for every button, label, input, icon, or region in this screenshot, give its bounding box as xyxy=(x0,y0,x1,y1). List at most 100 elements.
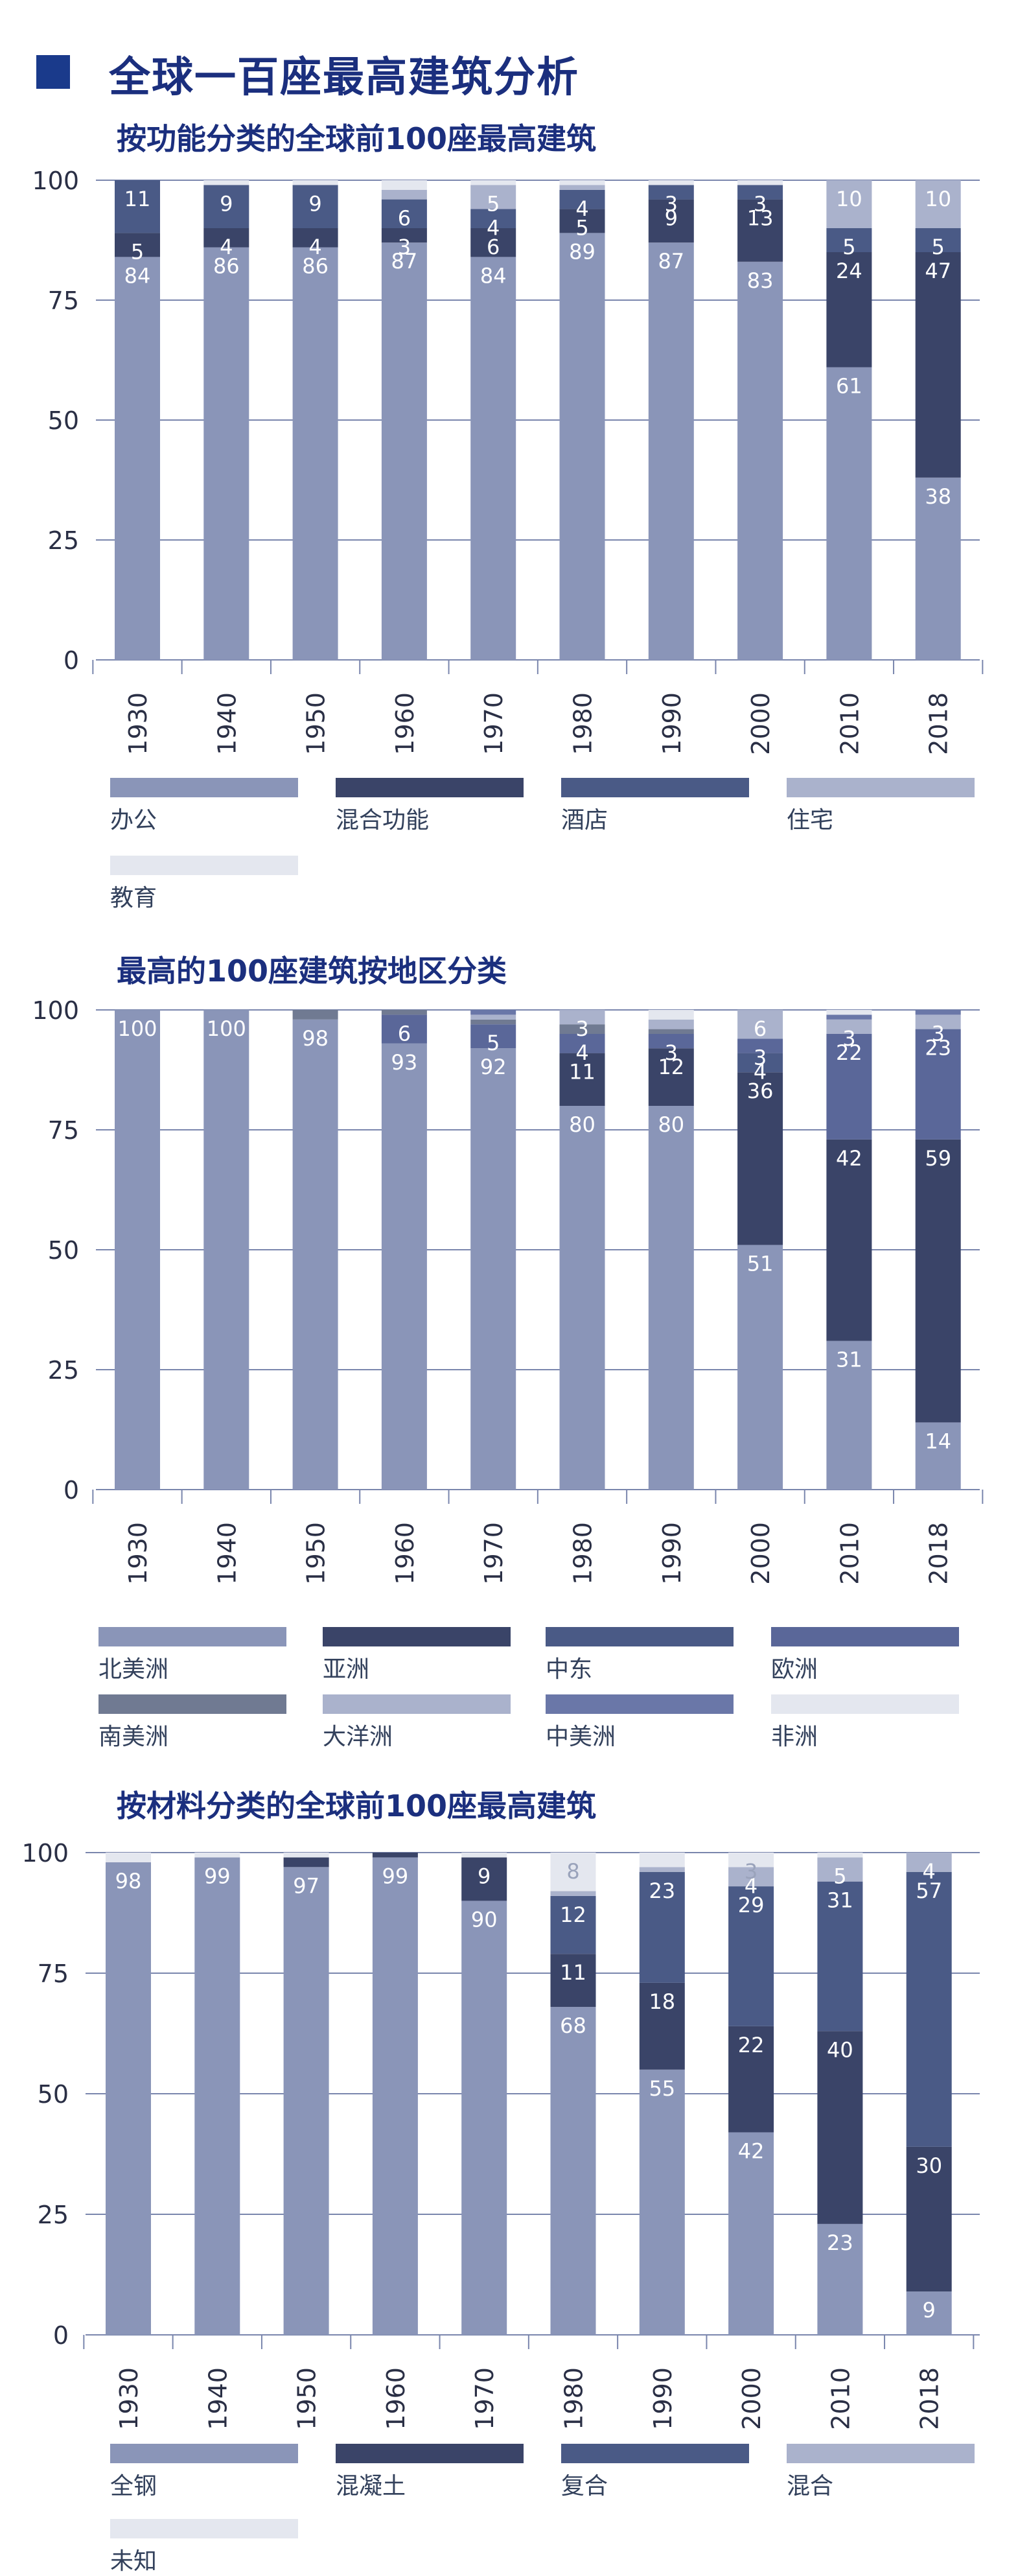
bar-segment xyxy=(292,1010,338,1020)
data-label: 3 xyxy=(932,1021,945,1046)
y-tick-label: 100 xyxy=(32,996,79,1025)
data-label: 11 xyxy=(560,1960,586,1985)
bar-segment xyxy=(115,180,160,233)
bar-segment xyxy=(648,1048,694,1106)
x-tick-label: 1960 xyxy=(391,1522,419,1585)
x-tick-label: 1940 xyxy=(213,692,241,755)
chart-title: 按功能分类的全球前100座最高建筑 xyxy=(117,121,597,156)
data-label: 90 xyxy=(471,1907,498,1932)
data-label: 4 xyxy=(754,1060,767,1084)
bar-segment xyxy=(826,1014,872,1020)
bar-segment xyxy=(283,1857,329,1868)
bar-segment xyxy=(550,1954,596,2008)
x-tick-label: 1980 xyxy=(569,1522,597,1585)
bar-segment xyxy=(639,2069,685,2335)
bar-segment xyxy=(737,1038,783,1053)
bar-segment xyxy=(737,1010,783,1039)
bar-segment xyxy=(826,252,872,368)
bar-segment xyxy=(559,209,605,233)
data-label: 12 xyxy=(560,1903,586,1927)
y-tick-label: 50 xyxy=(48,1236,79,1265)
bar-segment xyxy=(470,1014,516,1020)
bar-segment xyxy=(203,228,249,248)
legend-swatch xyxy=(546,1694,734,1714)
data-label: 4 xyxy=(487,215,500,240)
data-label: 23 xyxy=(649,1879,675,1903)
bar-segment xyxy=(728,1867,774,1887)
legend-label: 非洲 xyxy=(771,1724,818,1750)
data-label: 40 xyxy=(827,2037,853,2062)
bar-segment xyxy=(381,1014,427,1044)
legend-swatch xyxy=(323,1627,511,1646)
bar-segment xyxy=(203,247,249,661)
bar-segment xyxy=(648,199,694,243)
data-label: 80 xyxy=(569,1112,595,1137)
chart-svg: 0255075100100193010019409819509361960925… xyxy=(32,996,984,1585)
bar-segment xyxy=(203,1010,249,1490)
y-tick-label: 75 xyxy=(48,287,79,315)
bar-segment xyxy=(728,2026,774,2133)
data-label: 9 xyxy=(478,1864,491,1888)
legend-label: 中美洲 xyxy=(546,1724,616,1750)
data-label: 51 xyxy=(747,1252,774,1276)
bar-segment xyxy=(737,1053,783,1073)
x-tick-label: 1930 xyxy=(115,2367,143,2430)
x-tick-label: 1960 xyxy=(391,692,419,755)
bar-segment xyxy=(817,1853,863,1858)
bar-segment xyxy=(283,1867,329,2335)
data-label: 31 xyxy=(836,1348,862,1372)
bar-segment xyxy=(728,1886,774,2026)
bar-segment xyxy=(906,1853,952,1872)
y-tick-label: 0 xyxy=(53,2321,69,2350)
legend-swatch xyxy=(336,778,524,797)
bar-segment xyxy=(292,228,338,248)
bar-segment xyxy=(915,228,961,252)
data-label: 8 xyxy=(566,1859,579,1884)
bar-segment xyxy=(648,1010,694,1020)
x-tick-label: 1930 xyxy=(124,692,152,755)
bar-segment xyxy=(115,233,160,257)
data-label: 84 xyxy=(124,263,151,288)
legend-label: 混合 xyxy=(787,2473,834,2500)
data-label: 4 xyxy=(308,235,321,259)
legend-label: 混凝土 xyxy=(336,2473,406,2500)
bar-segment xyxy=(915,1010,961,1015)
bar-segment xyxy=(915,477,961,660)
bar-segment xyxy=(381,180,427,190)
data-label: 9 xyxy=(308,191,321,216)
legend-label: 酒店 xyxy=(561,807,608,834)
bar-segment xyxy=(826,1139,872,1341)
legend-swatch xyxy=(98,1694,286,1714)
bar-segment xyxy=(728,2132,774,2335)
bar-segment xyxy=(203,180,249,185)
bar-segment xyxy=(737,180,783,185)
data-label: 5 xyxy=(131,239,144,264)
bar-segment xyxy=(826,1019,872,1034)
bar-segment xyxy=(559,233,605,660)
data-label: 10 xyxy=(925,187,951,211)
data-label: 93 xyxy=(391,1050,418,1075)
y-tick-label: 100 xyxy=(32,167,79,195)
function-chart-section: 按功能分类的全球前100座最高建筑 0 25 50 75 100 84 5 11 1930 86 4… xyxy=(0,0,1029,927)
bar-segment xyxy=(381,199,427,228)
x-tick-label: 1950 xyxy=(302,692,330,755)
data-label: 23 xyxy=(827,2231,853,2255)
legend-label: 办公 xyxy=(110,807,157,834)
data-label: 6 xyxy=(398,206,411,231)
data-label: 98 xyxy=(115,1869,142,1893)
legend-label: 北美洲 xyxy=(98,1656,169,1683)
legend-swatch xyxy=(336,2444,524,2463)
data-label: 100 xyxy=(207,1016,246,1041)
y-tick-label: 25 xyxy=(48,1356,79,1385)
data-label: 5 xyxy=(932,235,945,259)
data-label: 5 xyxy=(842,235,855,259)
bar-segment xyxy=(550,2007,596,2335)
bar-segment xyxy=(826,1034,872,1140)
bar-segment xyxy=(470,1024,516,1049)
data-label: 97 xyxy=(293,1873,319,1898)
region-chart-section: 最高的100座建筑按地区分类 0 25 50 75 100 100 1930 100 1940 9… xyxy=(32,954,984,1750)
bar-segment xyxy=(470,1048,516,1490)
x-tick-label: 2018 xyxy=(925,692,953,755)
data-label: 5 xyxy=(575,215,588,240)
legend-swatch xyxy=(98,1627,286,1646)
